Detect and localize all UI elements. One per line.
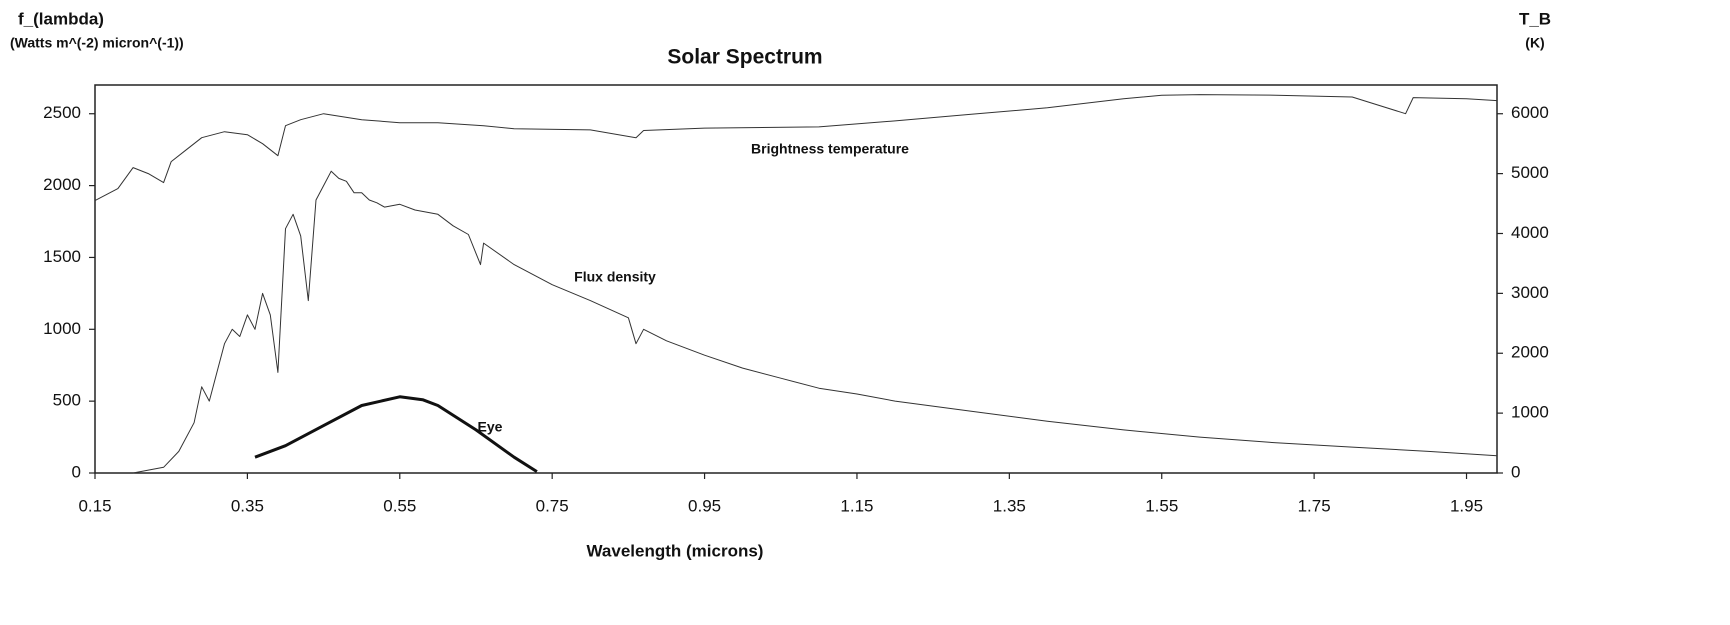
y-axis-units: (Watts m^(-2) micron^(-1)) (10, 35, 184, 51)
y2-tick-label: 2000 (1511, 343, 1549, 362)
chart-title: Solar Spectrum (667, 46, 822, 69)
x-tick-label: 1.35 (993, 496, 1026, 515)
x-tick-label: 0.75 (536, 496, 569, 515)
x-tick-label: 1.75 (1298, 496, 1331, 515)
x-tick-label: 0.15 (78, 496, 111, 515)
y2-tick-label: 1000 (1511, 403, 1549, 422)
series-label: Eye (478, 419, 503, 435)
x-tick-label: 0.35 (231, 496, 264, 515)
series-line (94, 94, 1498, 202)
plot-frame (94, 84, 1498, 474)
y-axis-label: f_(lambda) (18, 9, 104, 28)
series-line (133, 170, 1498, 474)
x-tick-label: 0.55 (383, 496, 416, 515)
y2-tick-label: 3000 (1511, 283, 1549, 302)
x-tick-label: 1.15 (840, 496, 873, 515)
y2-axis-units: (K) (1525, 35, 1544, 51)
x-tick-label: 0.95 (688, 496, 721, 515)
series-line (254, 395, 538, 473)
y2-tick-label: 4000 (1511, 223, 1549, 242)
y-tick-label: 2500 (43, 103, 81, 122)
y2-tick-label: 6000 (1511, 103, 1549, 122)
y-tick-label: 1500 (43, 247, 81, 266)
y-tick-label: 2000 (43, 175, 81, 194)
x-tick-label: 1.55 (1145, 496, 1178, 515)
series-label: Flux density (574, 269, 656, 285)
y-tick-label: 0 (72, 462, 81, 481)
y2-tick-label: 5000 (1511, 163, 1549, 182)
x-axis-label: Wavelength (microns) (587, 541, 764, 560)
series-label: Brightness temperature (751, 141, 909, 157)
y-tick-label: 500 (53, 391, 81, 410)
y-tick-label: 1000 (43, 319, 81, 338)
x-tick-label: 1.95 (1450, 496, 1483, 515)
y2-axis-label: T_B (1519, 9, 1551, 28)
y2-tick-label: 0 (1511, 462, 1520, 481)
